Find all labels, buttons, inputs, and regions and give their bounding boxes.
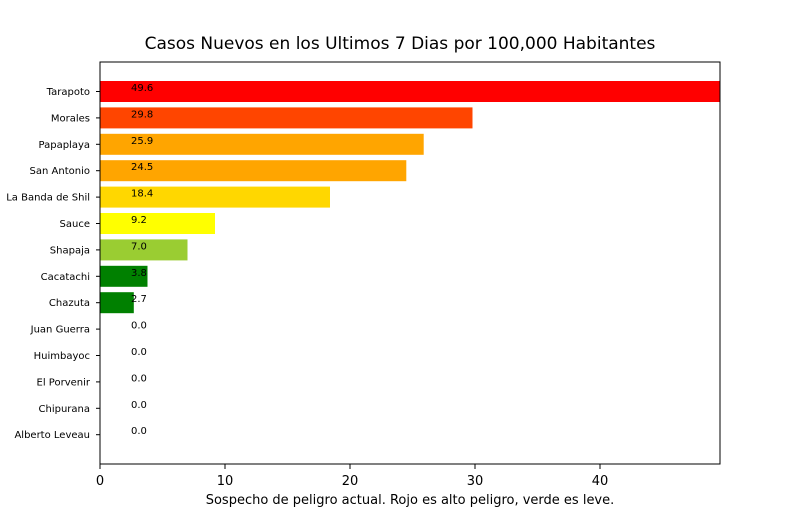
y-tick-label: La Banda de Shil (6, 193, 90, 204)
x-tick-label: 30 (467, 474, 484, 489)
bar-8 (100, 292, 134, 314)
y-tick-labels: Tarapoto Morales Papaplaya San Antonio La Ba… (6, 87, 100, 441)
bar-2 (100, 133, 424, 155)
value-label: 0.0 (131, 400, 147, 411)
y-tick-label: Chipurana (39, 404, 91, 415)
value-label: 0.0 (131, 426, 147, 437)
value-label: 3.8 (131, 268, 147, 279)
value-label: 49.6 (131, 83, 153, 94)
y-tick-label: San Antonio (30, 166, 90, 177)
bar-3 (100, 160, 407, 182)
value-label: 25.9 (131, 136, 153, 147)
value-label: 2.7 (131, 294, 147, 305)
y-tick-label: Tarapoto (46, 87, 90, 98)
y-tick-label: Cacatachi (41, 272, 90, 283)
value-labels: 49.6 29.8 25.9 24.5 18.4 9.2 7.0 3.8 2.7 0.0 0.0 0.… (131, 83, 153, 437)
bar-4 (100, 186, 330, 208)
bar-6 (100, 239, 188, 261)
value-label: 0.0 (131, 373, 147, 384)
value-label: 29.8 (131, 109, 153, 120)
bar-0 (100, 81, 720, 102)
y-tick-label: Chazuta (49, 298, 90, 309)
bar-7 (100, 265, 148, 287)
y-tick-label: Juan Guerra (30, 325, 90, 336)
value-label: 18.4 (131, 189, 153, 200)
value-label: 0.0 (131, 347, 147, 358)
chart-title: Casos Nuevos en los Ultimos 7 Dias por 1… (144, 34, 656, 54)
value-label: 0.0 (131, 321, 147, 332)
bar-1 (100, 107, 473, 129)
x-ticks: 0 10 20 30 40 (96, 464, 608, 489)
x-axis-label: Sospecho de peligro actual. Rojo es alto… (205, 493, 615, 508)
value-label: 9.2 (131, 215, 147, 226)
y-tick-label: Sauce (60, 219, 90, 230)
y-tick-label: Shapaja (50, 245, 90, 256)
value-label: 7.0 (131, 241, 147, 252)
y-tick-label: Papaplaya (39, 140, 90, 151)
bars-group (100, 81, 720, 314)
y-tick-label: Morales (51, 113, 90, 124)
value-label: 24.5 (131, 162, 153, 173)
y-tick-label: El Porvenir (37, 377, 91, 388)
y-tick-label: Huimbayoc (34, 351, 90, 362)
x-tick-label: 40 (592, 474, 609, 489)
bar-5 (100, 213, 215, 234)
y-tick-label: Alberto Leveau (14, 430, 90, 441)
plot-frame (99, 61, 721, 465)
x-tick-label: 10 (217, 474, 234, 489)
x-tick-label: 20 (342, 474, 359, 489)
x-tick-label: 0 (96, 474, 104, 489)
